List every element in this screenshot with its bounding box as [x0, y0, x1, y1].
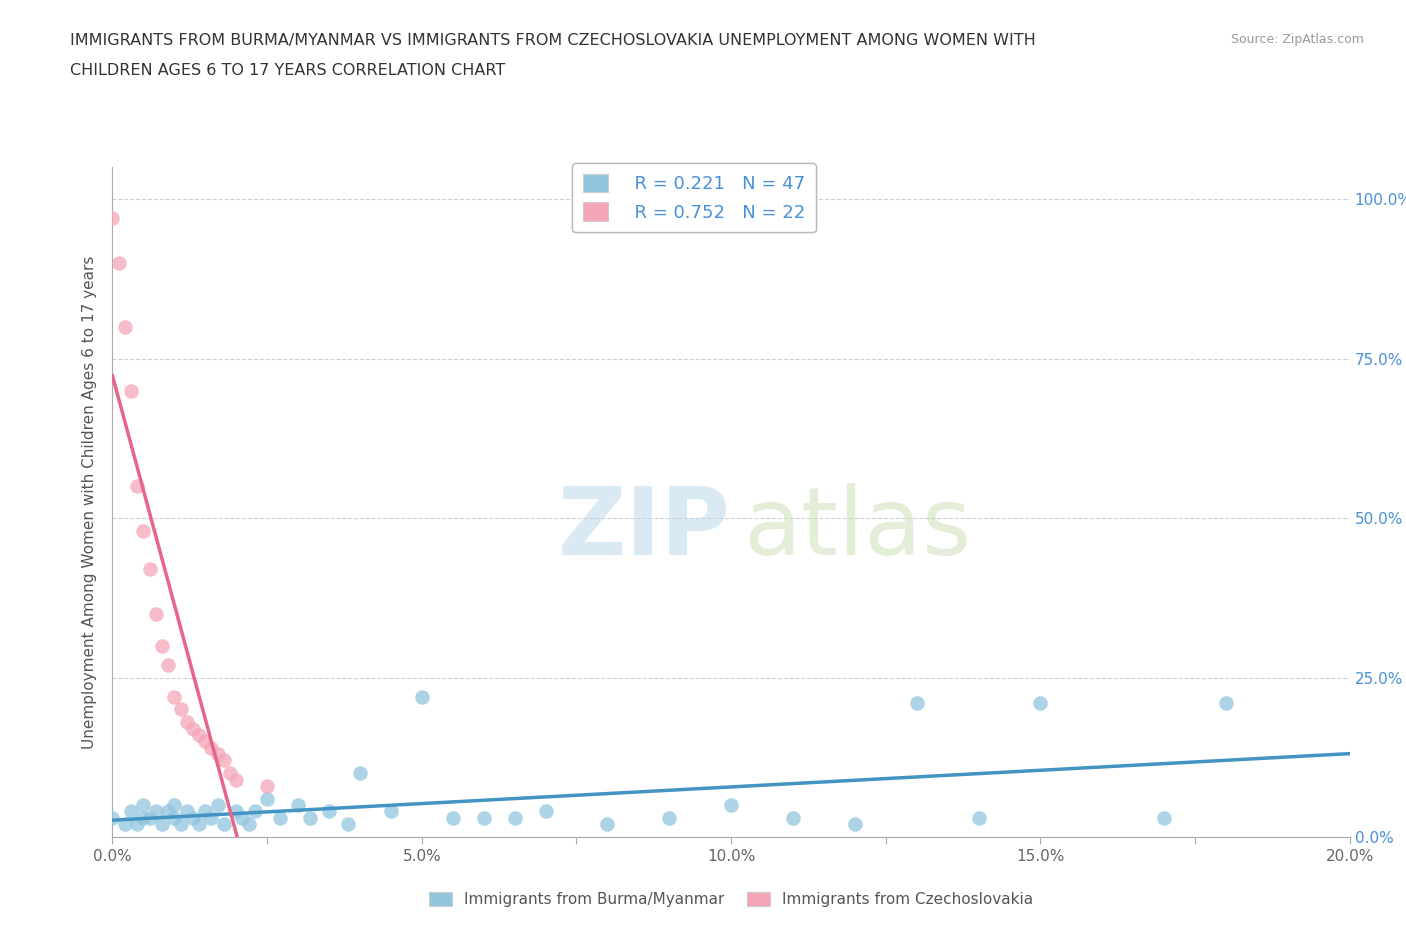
- Legend: Immigrants from Burma/Myanmar, Immigrants from Czechoslovakia: Immigrants from Burma/Myanmar, Immigrant…: [423, 885, 1039, 913]
- Point: [212, 753, 235, 768]
- Text: Source: ZipAtlas.com: Source: ZipAtlas.com: [1230, 33, 1364, 46]
- Point: [336, 817, 359, 831]
- Text: IMMIGRANTS FROM BURMA/MYANMAR VS IMMIGRANTS FROM CZECHOSLOVAKIA UNEMPLOYMENT AMO: IMMIGRANTS FROM BURMA/MYANMAR VS IMMIGRA…: [70, 33, 1036, 47]
- Point: [145, 606, 167, 621]
- Point: [145, 804, 167, 819]
- Point: [256, 791, 278, 806]
- Point: [163, 798, 186, 813]
- Point: [967, 810, 990, 825]
- Point: [844, 817, 866, 831]
- Point: [181, 721, 204, 736]
- Point: [163, 810, 186, 825]
- Point: [127, 479, 149, 494]
- Point: [114, 817, 136, 831]
- Point: [503, 810, 526, 825]
- Point: [188, 817, 211, 831]
- Point: [138, 810, 160, 825]
- Point: [287, 798, 309, 813]
- Point: [225, 772, 247, 787]
- Text: atlas: atlas: [744, 483, 972, 575]
- Point: [299, 810, 322, 825]
- Point: [157, 804, 180, 819]
- Legend:   R = 0.221   N = 47,   R = 0.752   N = 22: R = 0.221 N = 47, R = 0.752 N = 22: [572, 163, 815, 232]
- Point: [150, 817, 173, 831]
- Point: [225, 804, 247, 819]
- Text: CHILDREN AGES 6 TO 17 YEARS CORRELATION CHART: CHILDREN AGES 6 TO 17 YEARS CORRELATION …: [70, 63, 506, 78]
- Point: [1153, 810, 1175, 825]
- Point: [188, 727, 211, 742]
- Point: [243, 804, 266, 819]
- Point: [101, 211, 124, 226]
- Point: [114, 319, 136, 334]
- Point: [132, 524, 155, 538]
- Point: [782, 810, 804, 825]
- Point: [219, 765, 242, 780]
- Point: [380, 804, 402, 819]
- Point: [200, 810, 222, 825]
- Point: [200, 740, 222, 755]
- Point: [101, 810, 124, 825]
- Point: [212, 817, 235, 831]
- Point: [163, 689, 186, 704]
- Point: [181, 810, 204, 825]
- Point: [720, 798, 742, 813]
- Point: [441, 810, 464, 825]
- Point: [238, 817, 260, 831]
- Point: [231, 810, 253, 825]
- Point: [194, 734, 217, 749]
- Point: [194, 804, 217, 819]
- Point: [127, 817, 149, 831]
- Point: [169, 702, 191, 717]
- Y-axis label: Unemployment Among Women with Children Ages 6 to 17 years: Unemployment Among Women with Children A…: [82, 256, 97, 749]
- Point: [658, 810, 681, 825]
- Point: [107, 256, 129, 271]
- Point: [132, 810, 155, 825]
- Point: [150, 638, 173, 653]
- Point: [411, 689, 433, 704]
- Point: [207, 747, 229, 762]
- Point: [169, 817, 191, 831]
- Point: [349, 765, 371, 780]
- Point: [318, 804, 340, 819]
- Point: [138, 562, 160, 577]
- Point: [534, 804, 557, 819]
- Text: ZIP: ZIP: [558, 483, 731, 575]
- Point: [472, 810, 495, 825]
- Point: [256, 778, 278, 793]
- Point: [207, 798, 229, 813]
- Point: [269, 810, 291, 825]
- Point: [1029, 696, 1052, 711]
- Point: [132, 798, 155, 813]
- Point: [596, 817, 619, 831]
- Point: [176, 715, 198, 730]
- Point: [905, 696, 928, 711]
- Point: [120, 804, 142, 819]
- Point: [1215, 696, 1237, 711]
- Point: [120, 383, 142, 398]
- Point: [176, 804, 198, 819]
- Point: [157, 658, 180, 672]
